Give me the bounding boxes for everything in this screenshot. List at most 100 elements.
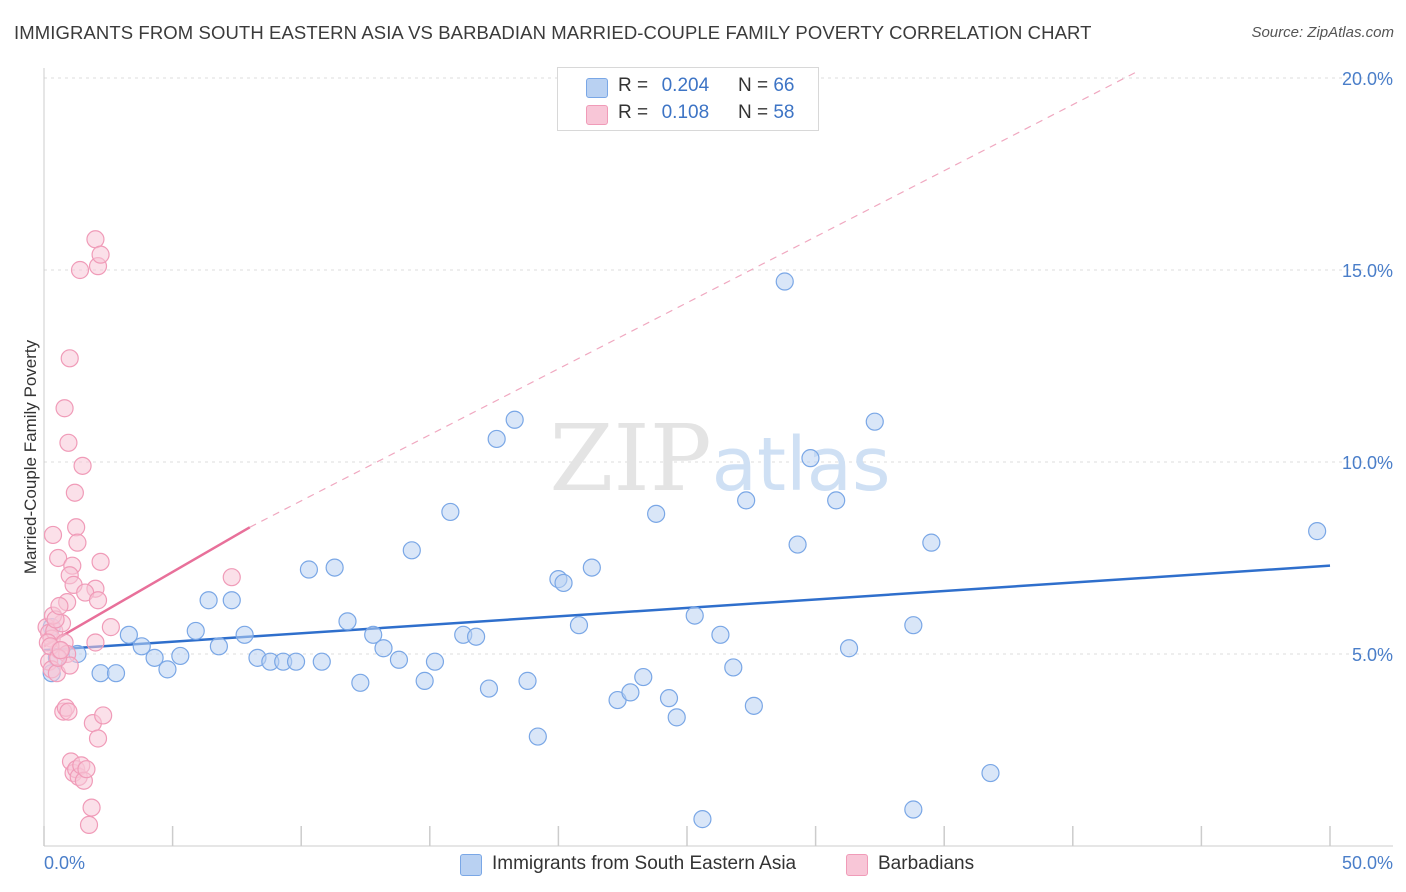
point-barbadians	[55, 399, 74, 418]
point-immigrants	[338, 612, 357, 631]
point-barbadians	[65, 483, 84, 502]
y-tick-label: 20.0%	[1342, 69, 1393, 89]
point-immigrants	[505, 410, 524, 429]
point-immigrants	[554, 573, 573, 593]
point-immigrants	[91, 664, 110, 683]
point-immigrants	[364, 625, 383, 644]
point-barbadians	[59, 702, 78, 721]
watermark-zip: ZIP	[550, 405, 712, 512]
point-barbadians	[49, 548, 68, 568]
legend-swatch-pink	[846, 854, 868, 876]
point-barbadians	[50, 596, 69, 616]
legend-swatch-blue	[460, 854, 482, 876]
point-immigrants	[235, 625, 254, 644]
point-immigrants	[171, 646, 190, 666]
axes	[43, 68, 1393, 847]
point-immigrants	[158, 660, 177, 679]
point-immigrants	[222, 591, 241, 610]
point-immigrants	[299, 560, 319, 579]
point-immigrants	[466, 627, 486, 646]
point-immigrants	[312, 652, 331, 671]
point-immigrants	[667, 708, 686, 727]
point-barbadians	[86, 230, 105, 249]
stats-legend: R = 0.204 N = 66 R = 0.108 N = 58	[557, 67, 819, 131]
point-barbadians	[77, 760, 96, 779]
point-immigrants	[145, 648, 164, 667]
point-immigrants	[389, 650, 409, 669]
trend-lines	[43, 69, 1331, 652]
x-tick-label-min: 0.0%	[44, 853, 85, 873]
point-immigrants	[415, 671, 434, 690]
point-barbadians	[70, 260, 90, 280]
point-barbadians	[51, 641, 70, 660]
point-immigrants	[582, 558, 601, 577]
series-2-swatch	[586, 105, 608, 125]
point-barbadians	[60, 349, 79, 368]
point-barbadians	[88, 591, 108, 610]
series-2-stats: R = 0.108 N = 58	[618, 102, 795, 123]
point-barbadians	[91, 245, 110, 264]
point-barbadians	[94, 706, 113, 725]
y-tick-labels: 5.0% 10.0% 15.0% 20.0%	[1342, 69, 1393, 665]
point-immigrants	[569, 616, 589, 635]
point-immigrants	[788, 535, 807, 554]
point-immigrants	[711, 625, 730, 644]
point-immigrants	[518, 671, 537, 690]
point-barbadians	[82, 798, 101, 817]
point-immigrants	[904, 616, 923, 635]
point-immigrants	[744, 696, 763, 715]
y-tick-label: 15.0%	[1342, 261, 1393, 281]
point-immigrants	[685, 606, 704, 625]
point-immigrants	[209, 637, 228, 656]
point-immigrants	[865, 412, 884, 431]
point-immigrants	[839, 639, 859, 658]
y-tick-label: 10.0%	[1342, 453, 1393, 473]
chart-title: IMMIGRANTS FROM SOUTH EASTERN ASIA VS BA…	[14, 22, 1092, 43]
point-immigrants	[441, 502, 460, 522]
point-barbadians	[79, 815, 99, 834]
y-tick-label: 5.0%	[1352, 645, 1393, 665]
point-immigrants	[647, 504, 666, 523]
point-immigrants	[199, 591, 218, 610]
series-legend: Immigrants from South Eastern Asia Barba…	[0, 850, 1406, 880]
data-points	[37, 230, 1327, 834]
point-immigrants	[693, 810, 712, 829]
point-immigrants	[351, 673, 370, 692]
point-immigrants	[402, 541, 421, 560]
point-immigrants	[487, 429, 506, 449]
point-immigrants	[724, 658, 743, 677]
point-immigrants	[132, 637, 151, 656]
point-barbadians	[91, 552, 110, 571]
point-immigrants	[801, 449, 820, 468]
point-barbadians	[222, 568, 241, 587]
point-barbadians	[43, 525, 63, 545]
trend-line-immigrants	[43, 564, 1331, 652]
point-barbadians	[67, 518, 86, 537]
point-immigrants	[904, 800, 923, 819]
series-1-swatch	[586, 78, 608, 98]
trend-line-barbadians-extrapolated	[249, 69, 1140, 528]
watermark-atlas: atlas	[712, 422, 891, 508]
point-immigrants	[659, 689, 679, 708]
grid-lines	[44, 77, 1393, 655]
point-barbadians	[73, 456, 92, 475]
point-immigrants	[286, 652, 306, 671]
point-immigrants	[119, 625, 138, 644]
point-immigrants	[186, 621, 205, 641]
point-barbadians	[101, 618, 120, 637]
point-immigrants	[737, 491, 756, 510]
point-immigrants	[981, 763, 1000, 783]
point-immigrants	[325, 558, 344, 577]
point-immigrants	[1308, 522, 1327, 541]
point-immigrants	[374, 639, 393, 658]
point-immigrants	[775, 272, 794, 291]
point-immigrants	[827, 491, 846, 510]
point-barbadians	[68, 533, 87, 552]
legend-label-immigrants: Immigrants from South Eastern Asia	[492, 853, 797, 874]
point-immigrants	[922, 533, 941, 552]
point-immigrants	[528, 727, 547, 746]
point-immigrants	[106, 664, 126, 683]
source-credit: Source: ZipAtlas.com	[1251, 24, 1394, 41]
point-barbadians	[86, 633, 105, 652]
